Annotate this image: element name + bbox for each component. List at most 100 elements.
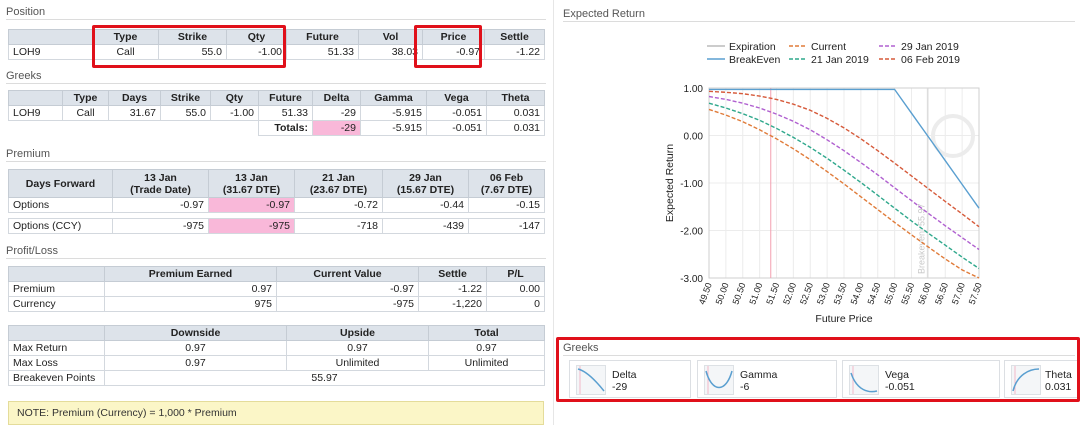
pl-col-current-value[interactable]: Current Value: [276, 266, 419, 282]
delta-curve-icon: [576, 365, 606, 395]
greeks-totals-spacer: [161, 121, 211, 136]
position-col-type[interactable]: Type: [92, 29, 159, 45]
position-col-strike[interactable]: Strike: [158, 29, 227, 45]
x-tick-label: 52.50: [798, 281, 815, 306]
premium-col-29jan[interactable]: 29 Jan (15.67 DTE): [382, 169, 469, 198]
premium-days-forward-label: Days Forward: [8, 169, 113, 198]
y-tick-label: 1.00: [684, 84, 704, 95]
pl-col-pl[interactable]: P/L: [486, 266, 545, 282]
premium-ccy-value: -718: [294, 218, 383, 234]
greek-card-value: -0.051: [885, 381, 915, 393]
greeks-col-days[interactable]: Days: [108, 90, 161, 106]
table-row[interactable]: LOH9 Call 55.0 -1.00 51.33 38.03 -0.97 -…: [8, 44, 545, 60]
pl-cell: 0: [486, 296, 545, 312]
x-tick-label: 50.50: [731, 281, 748, 306]
x-tick-label: 57.00: [950, 281, 967, 306]
risk-col-downside[interactable]: Downside: [104, 325, 287, 341]
table-row: Max Return 0.97 0.97 0.97: [8, 340, 545, 356]
greek-card-theta[interactable]: Theta 0.031: [1004, 360, 1080, 398]
position-col-future[interactable]: Future: [286, 29, 359, 45]
x-tick-label: 56.00: [916, 281, 933, 306]
position-col-qty[interactable]: Qty: [226, 29, 287, 45]
greek-card-gamma[interactable]: Gamma -6: [697, 360, 837, 398]
premium-col-13jan[interactable]: 13 Jan (31.67 DTE): [208, 169, 295, 198]
position-col-vol[interactable]: Vol: [358, 29, 423, 45]
position-col-settle[interactable]: Settle: [484, 29, 545, 45]
pl-cell: -1.22: [418, 281, 487, 297]
greek-card-delta[interactable]: Delta -29: [569, 360, 691, 398]
position-qty[interactable]: -1.00: [226, 44, 287, 60]
position-future[interactable]: 51.33: [286, 44, 359, 60]
expected-return-chart[interactable]: Expiration Current 29 Jan 2019 BreakEven 21 …: [647, 28, 995, 336]
x-tick-label: 51.00: [747, 281, 764, 306]
risk-col-blank: [8, 325, 105, 341]
x-tick-label: 54.50: [866, 281, 883, 306]
x-tick-label: 53.50: [832, 281, 849, 306]
premium-options-value: -0.97: [208, 197, 295, 213]
greeks-totals-spacer: [109, 121, 161, 136]
legend-entry: 21 Jan 2019: [811, 54, 869, 66]
position-header-row: Type Strike Qty Future Vol Price Settle: [8, 29, 545, 45]
risk-col-total[interactable]: Total: [428, 325, 545, 341]
table-row: Options (CCY) -975 -975 -718 -439 -147: [8, 218, 545, 234]
greeks-table: Type Days Strike Qty Future Delta Gamma …: [8, 90, 545, 136]
greeks-total-vega: -0.051: [426, 120, 487, 136]
premium-col-sub: (31.67 DTE): [222, 183, 281, 196]
theta-curve-icon: [1011, 365, 1041, 395]
greeks-section-header: Greeks: [6, 68, 546, 84]
premium-col-sub: (Trade Date): [130, 183, 191, 196]
table-row: Currency 975 -975 -1,220 0: [8, 296, 545, 312]
greeks-col-type[interactable]: Type: [62, 90, 109, 106]
table-row[interactable]: LOH9 Call 31.67 55.0 -1.00 51.33 -29 -5.…: [8, 105, 545, 121]
greeks-totals-spacer: [9, 121, 63, 136]
position-vol[interactable]: 38.03: [358, 44, 423, 60]
greeks-totals-spacer: [63, 121, 109, 136]
greeks-col-vega[interactable]: Vega: [426, 90, 487, 106]
premium-col-trade-date[interactable]: 13 Jan (Trade Date): [112, 169, 209, 198]
greeks-theta: 0.031: [486, 105, 545, 121]
x-tick-label: 52.00: [781, 281, 798, 306]
breakeven-label: Breakeven Points: [8, 370, 105, 386]
premium-col-21jan[interactable]: 21 Jan (23.67 DTE): [294, 169, 383, 198]
expected-return-section-header: Expected Return: [563, 6, 1075, 22]
risk-row-label: Max Return: [8, 340, 105, 356]
x-tick-label: 56.50: [933, 281, 950, 306]
greeks-totals-row: Totals: -29 -5.915 -0.051 0.031: [9, 120, 545, 136]
greeks-col-gamma[interactable]: Gamma: [360, 90, 427, 106]
risk-col-upside[interactable]: Upside: [286, 325, 429, 341]
premium-col-date: 13 Jan: [144, 171, 177, 184]
position-price[interactable]: -0.97: [422, 44, 485, 60]
position-col-price[interactable]: Price: [422, 29, 485, 45]
greeks-col-strike[interactable]: Strike: [160, 90, 211, 106]
profit-loss-section-header: Profit/Loss: [6, 243, 546, 259]
pl-col-premium-earned[interactable]: Premium Earned: [104, 266, 277, 282]
greek-card-vega[interactable]: Vega -0.051: [842, 360, 1000, 398]
position-type: Call: [92, 44, 159, 60]
pl-cell: 0.00: [486, 281, 545, 297]
premium-ccy-value: -147: [468, 218, 545, 234]
table-row: Premium 0.97 -0.97 -1.22 0.00: [8, 281, 545, 297]
greeks-col-theta[interactable]: Theta: [486, 90, 545, 106]
pl-cell: 0.97: [104, 281, 277, 297]
premium-col-date: 21 Jan: [322, 171, 355, 184]
position-settle: -1.22: [484, 44, 545, 60]
premium-col-06feb[interactable]: 06 Feb (7.67 DTE): [468, 169, 545, 198]
premium-col-sub: (23.67 DTE): [309, 183, 368, 196]
premium-options-value: -0.97: [112, 197, 209, 213]
premium-col-sub: (15.67 DTE): [396, 183, 455, 196]
greeks-qty: -1.00: [210, 105, 259, 121]
premium-options-value: -0.72: [294, 197, 383, 213]
greeks-col-qty[interactable]: Qty: [210, 90, 259, 106]
greeks-col-delta[interactable]: Delta: [312, 90, 361, 106]
x-tick-label: 51.50: [764, 281, 781, 306]
y-axis-label: Expected Return: [664, 144, 676, 222]
risk-cell: 0.97: [286, 340, 429, 356]
greeks-col-future[interactable]: Future: [258, 90, 313, 106]
position-table: Type Strike Qty Future Vol Price Settle …: [8, 29, 545, 60]
pl-col-settle[interactable]: Settle: [418, 266, 487, 282]
premium-col-date: 29 Jan: [409, 171, 442, 184]
position-strike[interactable]: 55.0: [158, 44, 227, 60]
premium-col-date: 13 Jan: [235, 171, 268, 184]
premium-options-value: -0.44: [382, 197, 469, 213]
gamma-curve-icon: [704, 365, 734, 395]
